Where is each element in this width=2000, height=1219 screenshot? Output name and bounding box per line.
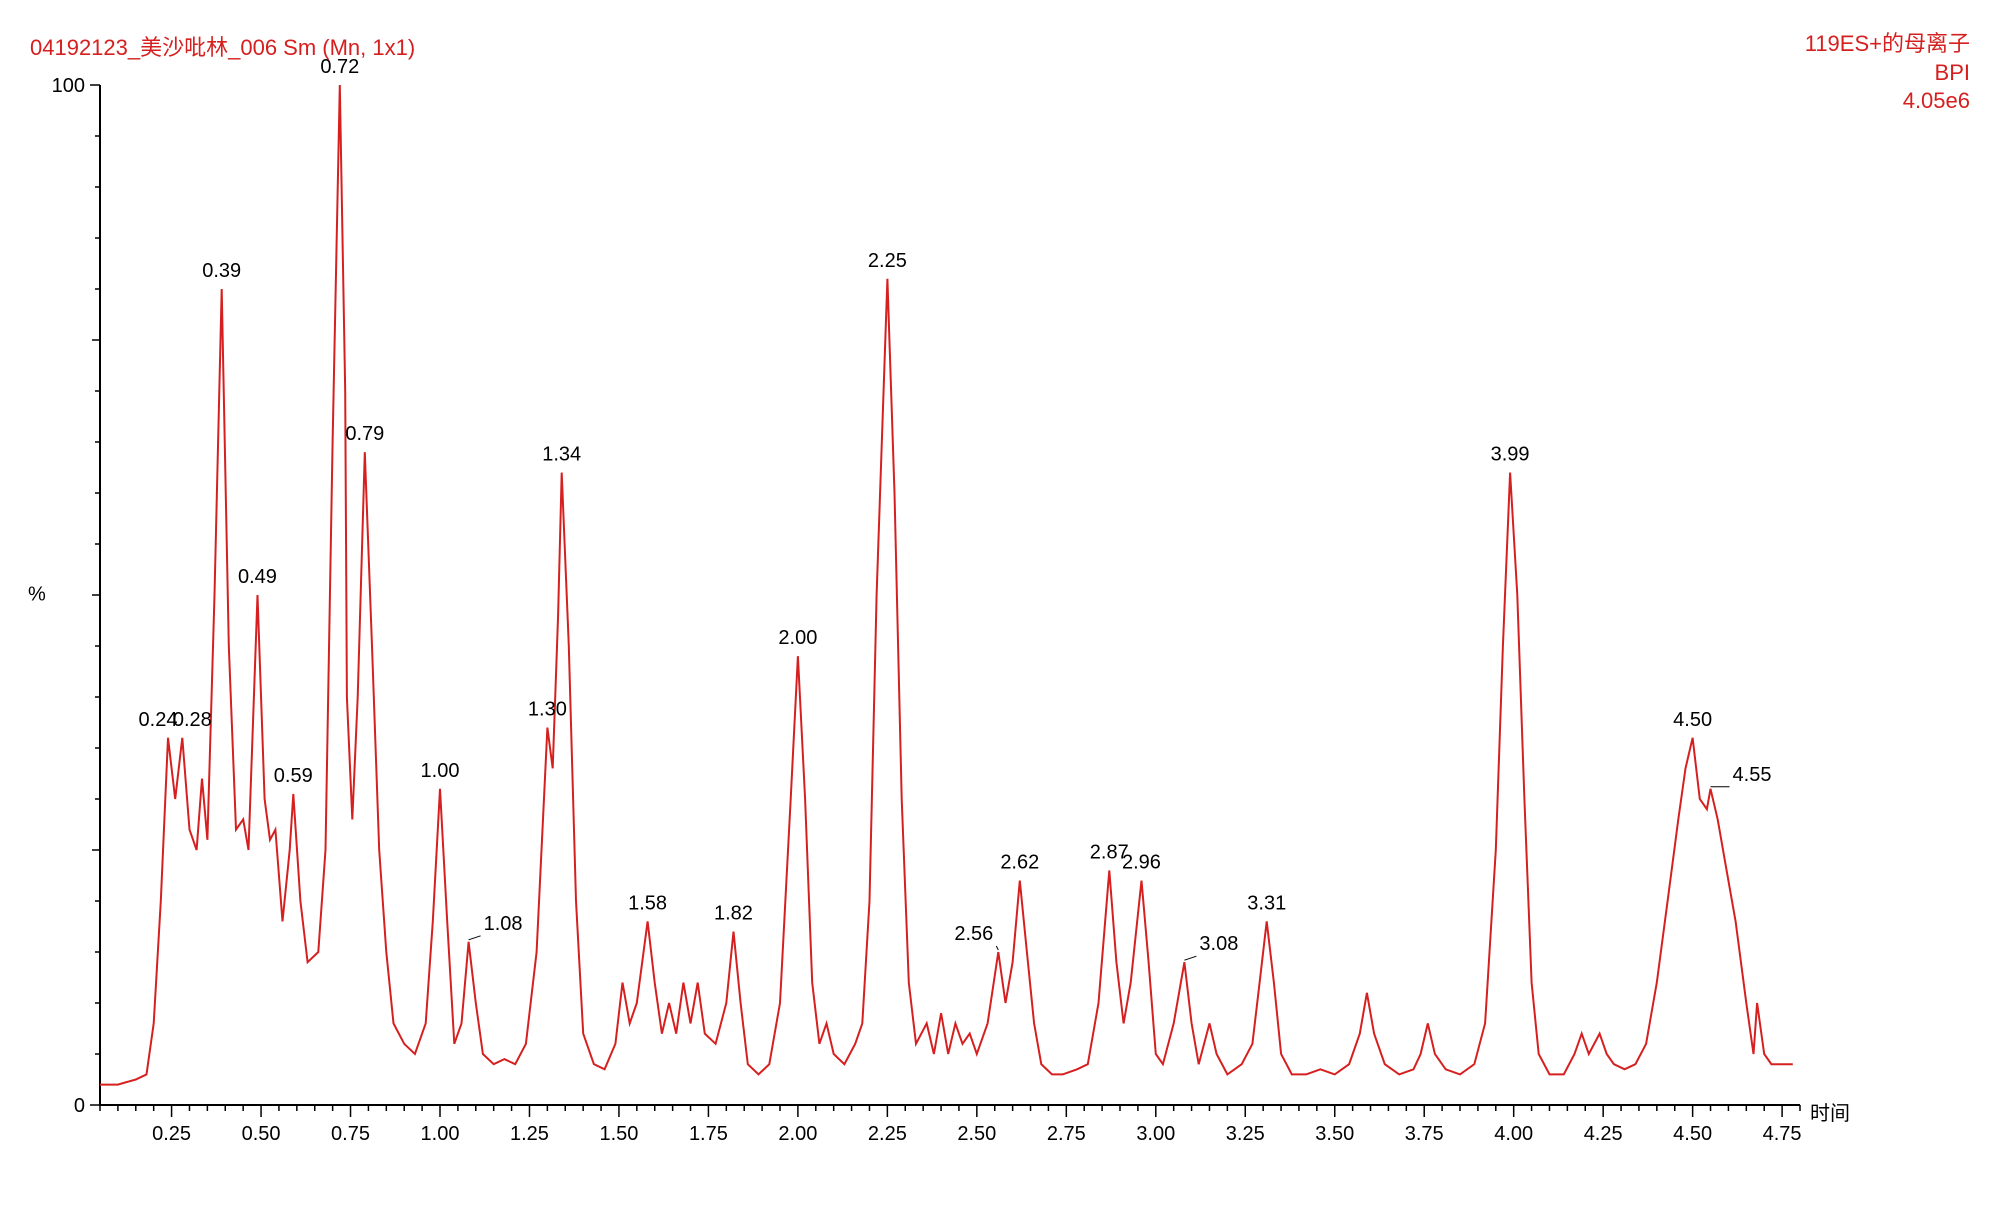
chart-title-right: 119ES+的母离子 BPI 4.05e6 (1805, 30, 1970, 116)
svg-text:100: 100 (52, 75, 85, 97)
svg-text:3.00: 3.00 (1136, 1123, 1175, 1145)
title-right-line-2: 4.05e6 (1805, 87, 1970, 116)
svg-text:2.56: 2.56 (954, 923, 993, 945)
svg-text:0.28: 0.28 (173, 709, 212, 731)
svg-text:4.55: 4.55 (1733, 764, 1772, 786)
svg-text:1.00: 1.00 (421, 760, 460, 782)
svg-text:2.62: 2.62 (1000, 852, 1039, 874)
svg-text:0.39: 0.39 (202, 260, 241, 282)
svg-text:3.75: 3.75 (1405, 1123, 1444, 1145)
svg-text:3.25: 3.25 (1226, 1123, 1265, 1145)
svg-text:0.49: 0.49 (238, 566, 277, 588)
svg-text:3.99: 3.99 (1491, 444, 1530, 466)
title-right-line-0: 119ES+的母离子 (1805, 30, 1970, 59)
svg-text:2.25: 2.25 (868, 250, 907, 272)
svg-text:3.31: 3.31 (1247, 892, 1286, 914)
svg-text:4.50: 4.50 (1673, 709, 1712, 731)
svg-text:2.25: 2.25 (868, 1123, 907, 1145)
chart-title-left: 04192123_美沙吡林_006 Sm (Mn, 1x1) (30, 30, 415, 62)
svg-text:4.75: 4.75 (1763, 1123, 1802, 1145)
svg-text:2.96: 2.96 (1122, 852, 1161, 874)
svg-text:1.08: 1.08 (484, 913, 523, 935)
y-axis-label: % (28, 584, 46, 607)
svg-text:1.50: 1.50 (599, 1123, 638, 1145)
svg-text:0.79: 0.79 (345, 423, 384, 445)
svg-text:4.25: 4.25 (1584, 1123, 1623, 1145)
svg-text:2.00: 2.00 (778, 627, 817, 649)
svg-text:2.00: 2.00 (778, 1123, 817, 1145)
chromatogram-chart: 0 100 0.25 0.50 0.75 1.00 1.25 1.50 1.75 2.00 2.25… (20, 30, 1980, 1185)
svg-text:0.50: 0.50 (242, 1123, 281, 1145)
svg-text:2.75: 2.75 (1047, 1123, 1086, 1145)
svg-text:0.59: 0.59 (274, 765, 313, 787)
svg-text:4.50: 4.50 (1673, 1123, 1712, 1145)
svg-text:3.08: 3.08 (1199, 933, 1238, 955)
svg-text:2.50: 2.50 (957, 1123, 996, 1145)
svg-text:4.00: 4.00 (1494, 1123, 1533, 1145)
svg-text:1.00: 1.00 (421, 1123, 460, 1145)
title-right-line-1: BPI (1805, 59, 1970, 88)
svg-text:0: 0 (74, 1095, 85, 1117)
svg-text:1.34: 1.34 (542, 444, 581, 466)
svg-text:0.75: 0.75 (331, 1123, 370, 1145)
svg-text:1.58: 1.58 (628, 892, 667, 914)
svg-text:3.50: 3.50 (1315, 1123, 1354, 1145)
svg-text:0.24: 0.24 (139, 709, 178, 731)
svg-text:1.25: 1.25 (510, 1123, 549, 1145)
svg-text:1.30: 1.30 (528, 699, 567, 721)
svg-text:1.75: 1.75 (689, 1123, 728, 1145)
x-axis-label: 时间 (1810, 1097, 1850, 1126)
svg-text:1.82: 1.82 (714, 903, 753, 925)
svg-text:0.25: 0.25 (152, 1123, 191, 1145)
